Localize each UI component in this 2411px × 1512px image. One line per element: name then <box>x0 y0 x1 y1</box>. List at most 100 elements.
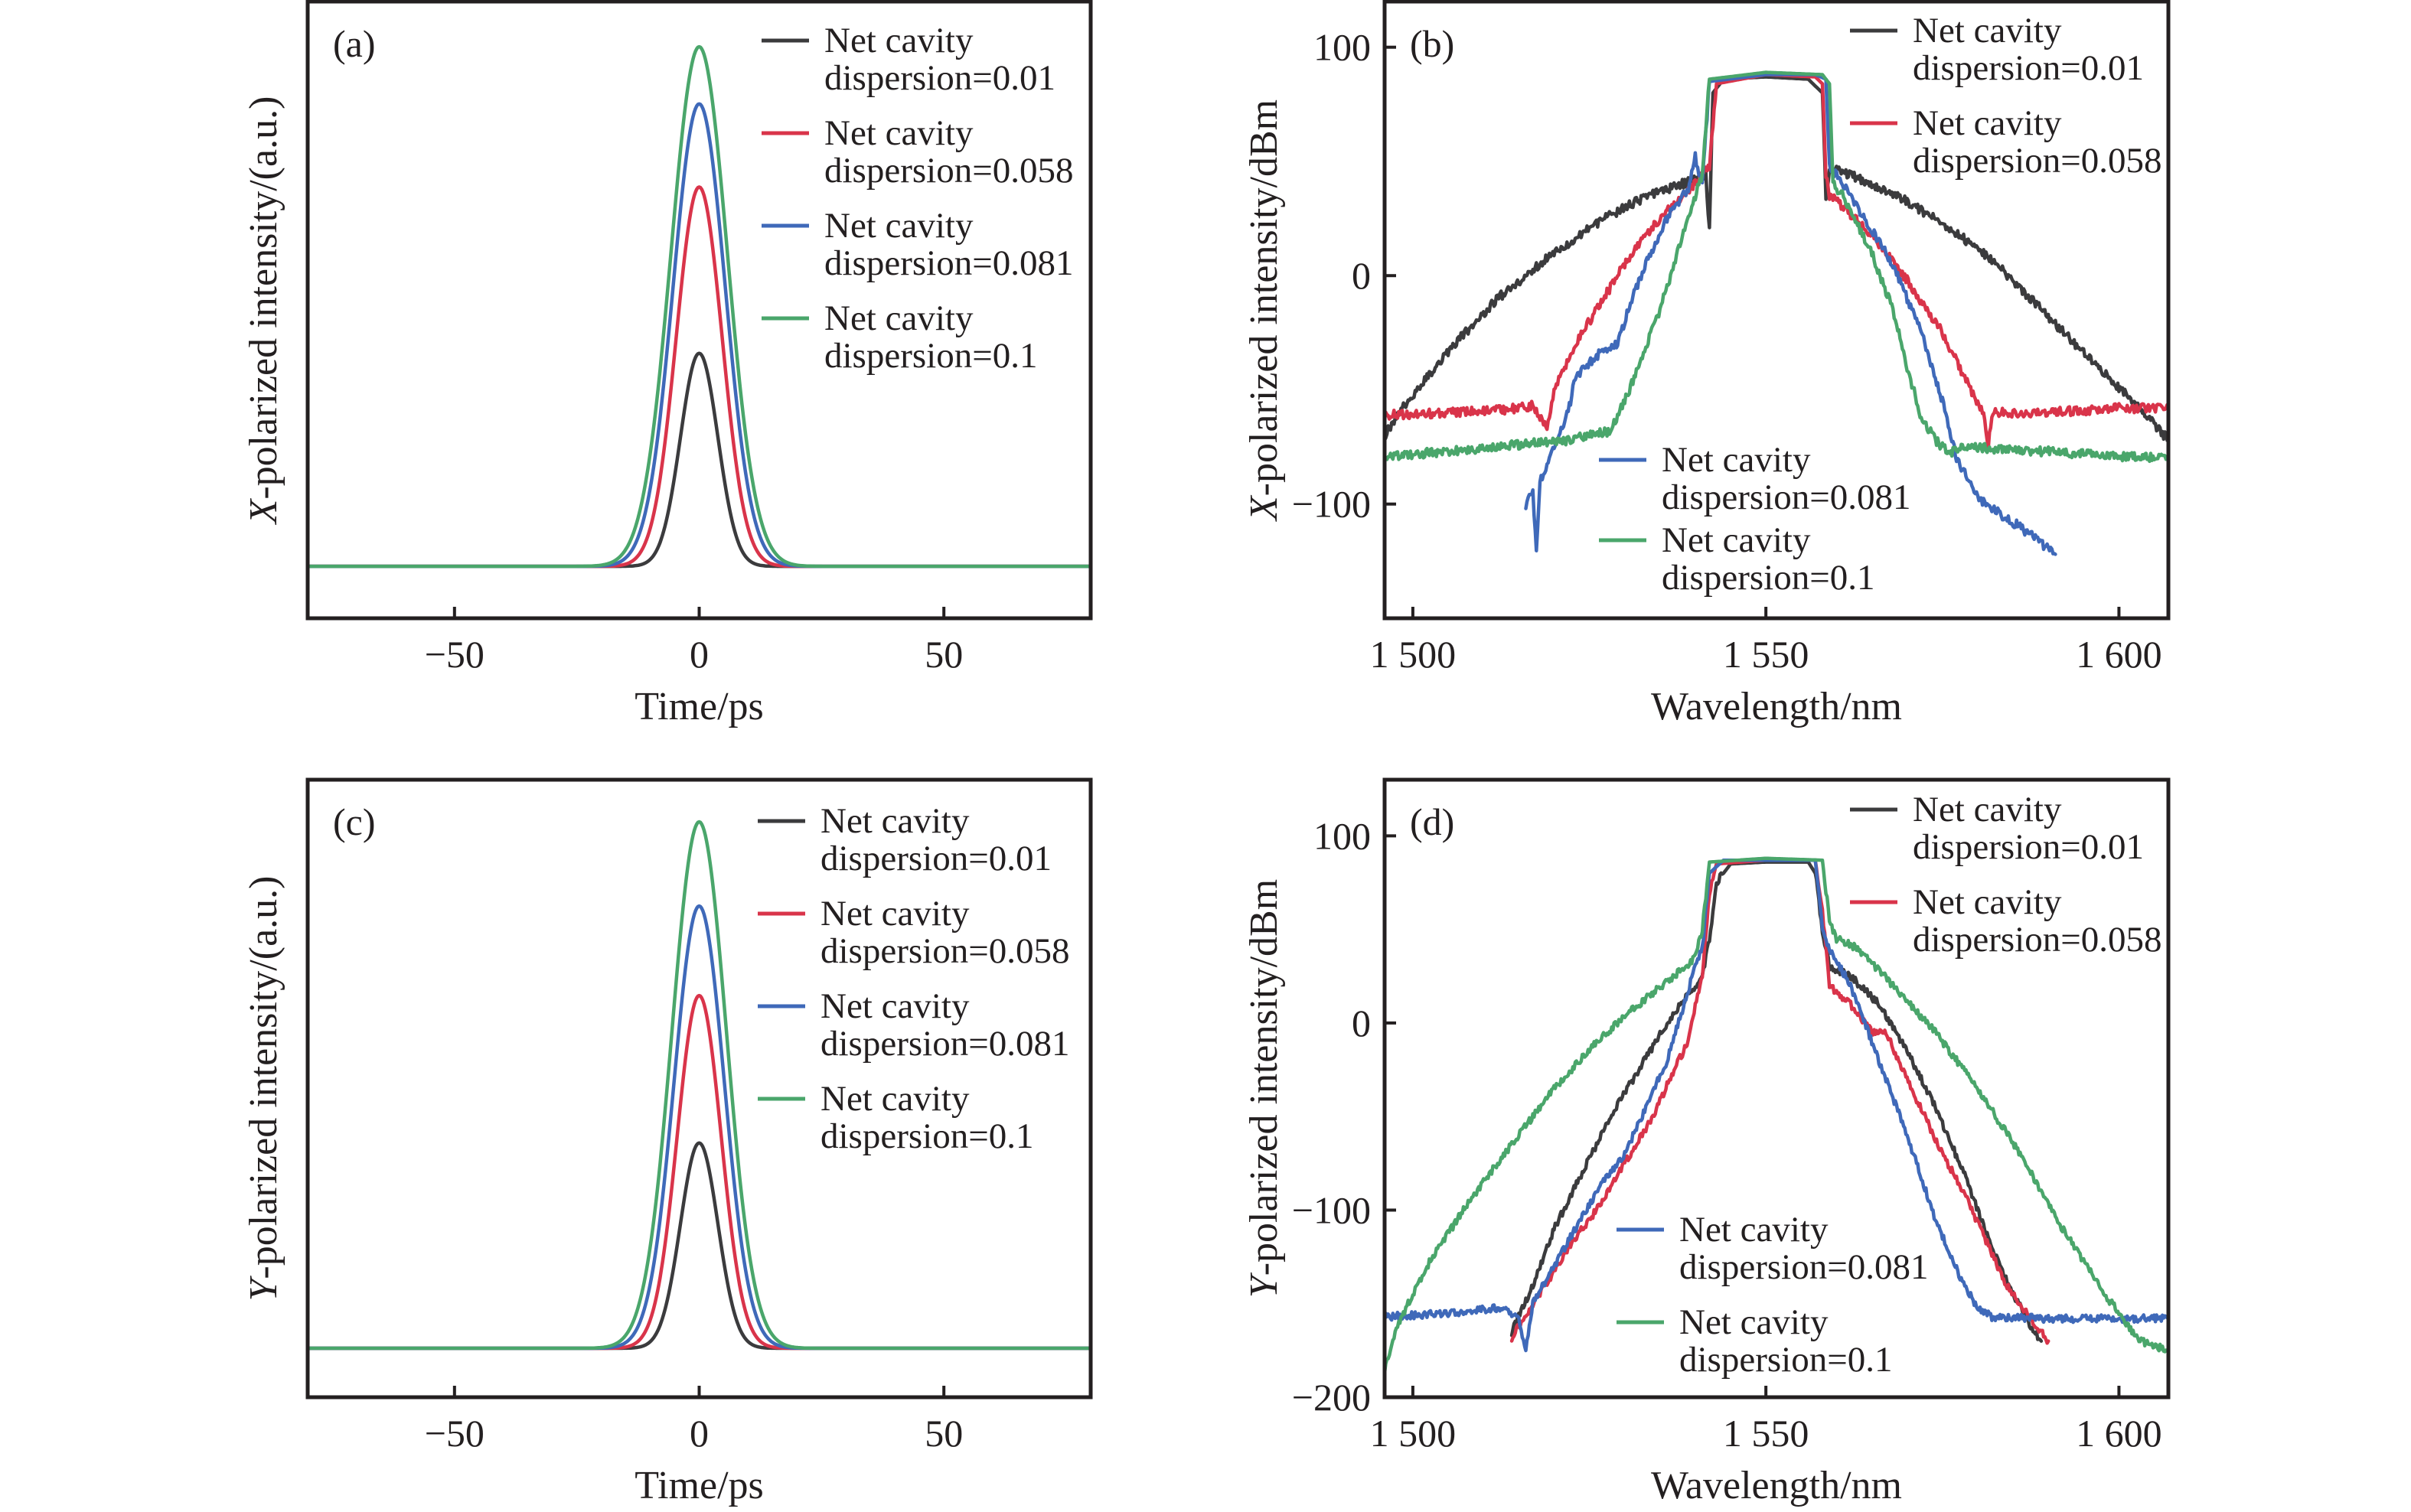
x-tick-label: 50 <box>925 633 963 676</box>
y-tick-label: 100 <box>1313 26 1371 69</box>
x-axis-title: Wavelength/nm <box>1651 685 1902 728</box>
legend-label-line2: dispersion=0.01 <box>1913 827 2144 867</box>
legend-label-line2: dispersion=0.058 <box>1913 920 2161 960</box>
series-line-d001 <box>1385 75 2168 442</box>
y-axis-title: X-polarized intensity/(a.u.) <box>242 96 285 526</box>
panel-label: (a) <box>333 22 376 65</box>
legend-label-line1: Net cavity <box>821 1079 970 1119</box>
legend-label-line1: Net cavity <box>821 986 970 1026</box>
x-tick-label: 50 <box>925 1412 963 1455</box>
legend-label-line2: dispersion=0.1 <box>821 1116 1033 1156</box>
legend-label-line1: Net cavity <box>821 801 970 841</box>
legend-label-line1: Net cavity <box>1913 790 2062 829</box>
series-line-d001 <box>1509 860 2044 1343</box>
plot-area <box>308 44 1091 569</box>
legend-label-line1: Net cavity <box>1662 440 1811 480</box>
panel-label: (b) <box>1410 22 1454 65</box>
legend-label-line2: dispersion=0.1 <box>1662 558 1874 598</box>
legend-label-line2: dispersion=0.081 <box>1679 1247 1928 1287</box>
legend-label-line1: Net cavity <box>1913 103 2062 143</box>
x-tick-label: 1 550 <box>1723 633 1809 676</box>
legend-label-line2: dispersion=0.058 <box>1913 141 2161 181</box>
x-tick-label: 1 600 <box>2076 1412 2162 1455</box>
x-axis-title: Wavelength/nm <box>1651 1464 1902 1507</box>
legend-label-line2: dispersion=0.01 <box>824 58 1055 98</box>
legend-label-line2: dispersion=0.058 <box>821 931 1069 971</box>
x-tick-label: 0 <box>690 633 709 676</box>
panel-d: 1 500 1 550 1 600 100 0 −100 −200 Wavelength/nm… <box>1242 777 2171 1507</box>
y-tick-label: −200 <box>1292 1376 1371 1419</box>
x-tick-label: 0 <box>690 1412 709 1455</box>
legend-label-line2: dispersion=0.01 <box>1913 48 2144 88</box>
axes-frame <box>1382 0 2171 621</box>
plot-area <box>1385 70 2168 556</box>
axes-frame <box>1382 777 2171 1400</box>
y-axis-title: X-polarized intensity/dBm <box>1242 99 1286 522</box>
panel-b: 1 500 1 550 1 600 100 0 −100 Wavelength/nm X-po… <box>1242 0 2171 728</box>
legend-label-line2: dispersion=0.081 <box>1662 477 1910 517</box>
legend-label-line1: Net cavity <box>824 206 974 246</box>
legend-label-line1: Net cavity <box>824 298 974 338</box>
y-tick-label: 0 <box>1352 1002 1371 1044</box>
x-axis-title: Time/ps <box>635 685 764 728</box>
legend-label-line1: Net cavity <box>1913 882 2062 922</box>
legend-label-line1: Net cavity <box>824 113 974 153</box>
legend-label-line1: Net cavity <box>1913 11 2062 51</box>
plot-area <box>308 820 1091 1351</box>
panel-a: −50 0 50 Time/ps X-polarized intensity/(a.u.… <box>242 0 1093 728</box>
legend-label-line1: Net cavity <box>824 21 974 60</box>
panel-label: (c) <box>333 800 376 843</box>
legend-label-line2: dispersion=0.058 <box>824 151 1073 191</box>
legend-label-line2: dispersion=0.081 <box>821 1024 1069 1064</box>
series-line-d01 <box>1385 70 2168 464</box>
series-line-d001 <box>308 351 1091 569</box>
x-tick-label: −50 <box>425 633 484 676</box>
y-tick-label: −100 <box>1292 1188 1371 1231</box>
legend-label-line1: Net cavity <box>1679 1302 1829 1342</box>
x-tick-label: 1 600 <box>2076 633 2162 676</box>
legend-label-line2: dispersion=0.1 <box>824 336 1037 376</box>
x-tick-label: −50 <box>425 1412 484 1455</box>
y-tick-label: −100 <box>1292 483 1371 526</box>
series-line-d01 <box>1385 856 2168 1375</box>
legend-label-line1: Net cavity <box>1662 520 1811 560</box>
y-tick-label: 100 <box>1313 814 1371 857</box>
x-axis-title: Time/ps <box>635 1464 764 1507</box>
x-tick-label: 1 550 <box>1723 1412 1809 1455</box>
legend-label-line2: dispersion=0.1 <box>1679 1340 1892 1380</box>
plot-area <box>1385 856 2168 1375</box>
panel-c: −50 0 50 Time/ps Y-polarized intensity/(a.u.… <box>242 777 1093 1507</box>
series-line-d01 <box>308 820 1091 1351</box>
legend-label-line1: Net cavity <box>1679 1210 1829 1250</box>
y-tick-label: 0 <box>1352 254 1371 297</box>
x-tick-label: 1 500 <box>1370 1412 1457 1455</box>
legend-label-line2: dispersion=0.01 <box>821 839 1052 878</box>
y-axis-title: Y-polarized intensity/dBm <box>1242 879 1286 1298</box>
x-tick-label: 1 500 <box>1370 633 1457 676</box>
y-axis-title: Y-polarized intensity/(a.u.) <box>242 876 285 1302</box>
panel-label: (d) <box>1410 800 1454 843</box>
series-line-d01 <box>308 44 1091 569</box>
legend-label-line2: dispersion=0.081 <box>824 243 1073 283</box>
